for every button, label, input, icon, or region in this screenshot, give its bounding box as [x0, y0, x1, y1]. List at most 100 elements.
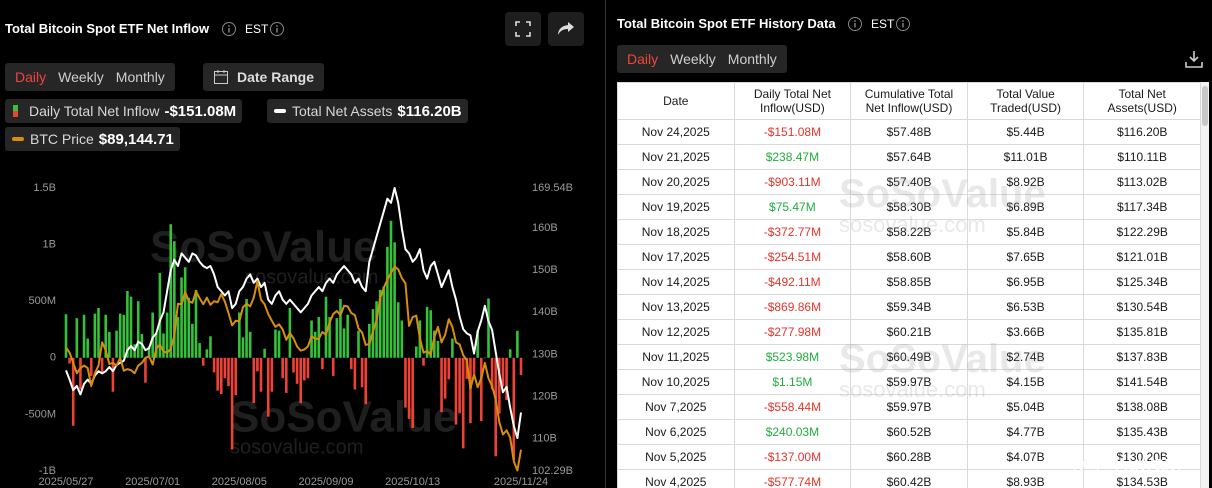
period-tabs: Daily Weekly Monthly: [5, 63, 175, 91]
table-row: Nov 24,2025 -$151.08M $57.48B $5.44B $116.20…: [617, 119, 1201, 145]
bar: [82, 314, 86, 358]
legend-item[interactable]: Daily Total Net Inflow -$151.08M: [5, 99, 243, 123]
bar: [256, 357, 259, 372]
tab[interactable]: Weekly: [58, 69, 104, 85]
table-row: Nov 17,2025 -$254.51M $58.60B $7.65B $121.01…: [617, 244, 1201, 270]
date-range-button[interactable]: Date Range: [203, 63, 325, 91]
share-button[interactable]: [548, 12, 584, 46]
bar: [238, 312, 241, 358]
legend-item[interactable]: Total Net Assets $116.20B: [267, 99, 468, 123]
bar: [223, 357, 227, 379]
column-header[interactable]: Total Net Assets(USD): [1083, 82, 1201, 120]
table-cell: $11.01B: [966, 144, 1085, 170]
table-cell: $57.40B: [850, 169, 968, 195]
bar: [411, 357, 414, 428]
tab[interactable]: Monthly: [115, 69, 165, 85]
table-cell: -$869.86M: [733, 294, 852, 320]
table-row: Nov 11,2025 $523.98M $60.49B $2.74B $137.83B: [617, 344, 1201, 370]
table-cell: Nov 4,2025: [617, 469, 735, 488]
bar: [349, 357, 353, 370]
table-cell: $58.22B: [850, 219, 968, 245]
table-cell: -$277.98M: [733, 319, 852, 345]
table-row: Nov 14,2025 -$492.11M $58.85B $6.95B $125.34…: [617, 269, 1201, 295]
y2-tick-label: 110B: [532, 432, 557, 444]
bar: [151, 312, 154, 358]
tab[interactable]: Weekly: [670, 51, 716, 67]
x-tick-label: 2025/08/05: [212, 476, 267, 488]
table-row: Nov 21,2025 $238.47M $57.64B $11.01B $110.11…: [617, 144, 1201, 170]
table-cell: $8.93B: [966, 469, 1085, 488]
column-header[interactable]: Date: [617, 82, 735, 120]
bar: [487, 298, 490, 358]
column-header[interactable]: Cumulative Total Net Inflow(USD): [850, 82, 968, 120]
bar: [324, 296, 328, 358]
bar: [245, 298, 248, 358]
table-cell: $113.02B: [1083, 169, 1201, 195]
bar: [490, 357, 494, 390]
table-row: Nov 19,2025 $75.47M $58.30B $6.89B $117.34B: [617, 194, 1201, 220]
bar: [505, 357, 508, 400]
x-tick-label: 2025/11/24: [494, 476, 548, 488]
tab[interactable]: Daily: [627, 51, 659, 67]
table-cell: Nov 13,2025: [617, 294, 735, 320]
y-tick-label: 0: [50, 352, 56, 364]
bar: [162, 333, 165, 358]
bar: [393, 242, 396, 358]
y2-tick-label: 102.29B: [532, 465, 573, 477]
table-cell: $57.48B: [850, 119, 968, 145]
scrollbar[interactable]: [1201, 82, 1209, 488]
bar: [136, 301, 140, 358]
column-header[interactable]: Daily Total Net Inflow(USD): [733, 82, 852, 120]
bar: [306, 357, 310, 379]
line: [65, 187, 522, 440]
bar: [165, 312, 169, 358]
download-button[interactable]: [1185, 50, 1203, 68]
bar: [400, 320, 404, 358]
scroll-thumb[interactable]: [1202, 86, 1208, 126]
legend-label: Daily Total Net Inflow: [29, 103, 160, 119]
x-tick-label: 2025/10/13: [385, 476, 440, 488]
bar: [360, 357, 364, 388]
bar: [382, 286, 386, 358]
bar: [140, 334, 144, 358]
column-header[interactable]: Total Value Traded(USD): [966, 82, 1085, 120]
bar: [292, 357, 295, 373]
bar: [433, 330, 436, 358]
bar: [100, 357, 104, 373]
info-icon[interactable]: [847, 16, 863, 32]
table-cell: Nov 18,2025: [617, 219, 735, 245]
bar: [422, 357, 425, 366]
y-tick-label: 500M: [28, 295, 56, 307]
info-icon[interactable]: [221, 21, 237, 37]
legend-item[interactable]: BTC Price $89,144.71: [5, 127, 180, 151]
info-icon[interactable]: [269, 21, 285, 37]
bar: [158, 272, 162, 358]
y-tick-label: 1B: [43, 239, 56, 251]
fullscreen-button[interactable]: [505, 12, 541, 46]
bar: [122, 314, 126, 358]
table-cell: $116.20B: [1083, 119, 1201, 145]
bar: [443, 357, 447, 399]
table-cell: $110.11B: [1083, 144, 1201, 170]
bar: [458, 357, 461, 414]
y2-tick-label: 150B: [532, 264, 558, 276]
bar: [234, 357, 238, 396]
x-tick-label: 2025/09/09: [298, 476, 353, 488]
legend-value: $116.20B: [397, 102, 462, 120]
bar: [436, 340, 440, 358]
table-cell: $58.60B: [850, 244, 968, 270]
bar: [414, 346, 418, 358]
bar: [86, 338, 89, 358]
table-cell: $130.54B: [1083, 294, 1201, 320]
user-watermark: @Kuwaity: [1066, 452, 1184, 476]
table-title: Total Bitcoin Spot ETF History Data: [617, 16, 836, 31]
tab[interactable]: Monthly: [727, 51, 777, 67]
table-cell: $135.81B: [1083, 319, 1201, 345]
x-tick-label: 2025/07/01: [125, 476, 180, 488]
bar: [173, 241, 176, 358]
bar: [248, 331, 252, 358]
calendar-icon: [214, 70, 228, 84]
table-cell: $4.77B: [966, 419, 1085, 445]
info-icon[interactable]: [895, 16, 911, 32]
tab[interactable]: Daily: [15, 69, 47, 85]
